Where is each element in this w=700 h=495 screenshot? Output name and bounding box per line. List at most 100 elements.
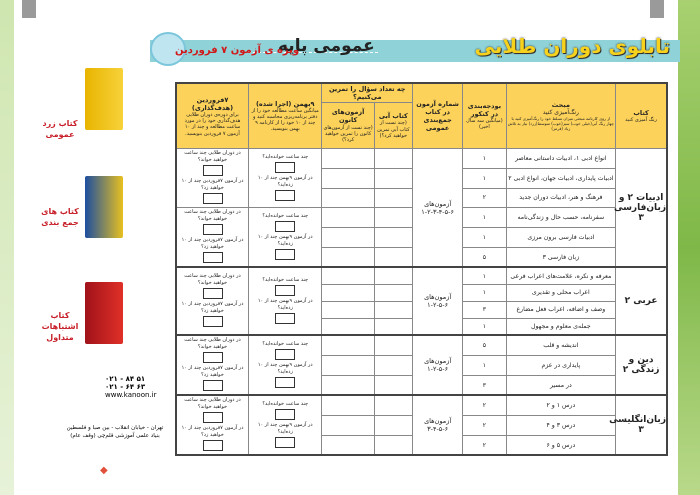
exam-cell: آزمون‌های ۱-۲-۳-۴-۵-۶: [411, 148, 464, 268]
col-bluebook: کتاب آبی (چند تست از کتاب آبی تمرین خواهی…: [373, 102, 413, 150]
bluebook-count-cell[interactable]: [373, 300, 413, 319]
topic-cell[interactable]: وصف و اضافه، اعراب فعل مضارع: [505, 300, 617, 319]
table-row: وصف و اضافه، اعراب فعل مضارع ۳: [176, 300, 667, 319]
mistakes-book-image: [85, 282, 123, 344]
score-input[interactable]: [202, 316, 223, 328]
kanoon-count-cell[interactable]: [321, 317, 375, 336]
topic-cell[interactable]: زبان فارسی ۳: [505, 246, 617, 268]
score-input[interactable]: [275, 313, 296, 324]
divider: [248, 52, 378, 53]
bluebook-count-cell[interactable]: [373, 207, 413, 229]
bluebook-count-cell[interactable]: [373, 434, 413, 456]
bluebook-count-cell[interactable]: [373, 266, 413, 285]
exam-cell: آزمون‌های ۱-۲-۵-۶: [411, 266, 464, 336]
hours-input[interactable]: [275, 221, 296, 232]
budget-cell: ۳: [462, 300, 507, 319]
page-subtitle: عمومی پایه: [278, 36, 375, 56]
score-input[interactable]: [275, 249, 296, 260]
hours-input[interactable]: [275, 409, 296, 420]
kanoon-count-cell[interactable]: [321, 187, 375, 209]
hours-input[interactable]: [202, 288, 223, 300]
budget-cell: ۳: [462, 374, 507, 396]
contact-info: ۰۲۱ - ۸۴ ۵۱ ۰۲۱ - ۶۴ ۶۳ www.kanoon.ir: [55, 375, 185, 399]
kanoon-count-cell[interactable]: [321, 207, 375, 229]
score-input[interactable]: [275, 437, 296, 448]
topic-cell[interactable]: سفرنامه، حسب حال و زندگی‌نامه: [505, 207, 617, 229]
kanoon-count-cell[interactable]: [321, 283, 375, 302]
bluebook-count-cell[interactable]: [373, 394, 413, 416]
bluebook-count-cell[interactable]: [373, 334, 413, 356]
bluebook-count-cell[interactable]: [373, 283, 413, 302]
bahman-input-cell: چند ساعت خوانده‌اید؟ در آزمون ۹بهمن چند ا…: [248, 334, 323, 396]
hours-input[interactable]: [275, 285, 296, 296]
kanoon-count-cell[interactable]: [321, 266, 375, 285]
bluebook-count-cell[interactable]: [373, 414, 413, 436]
bluebook-count-cell[interactable]: [373, 227, 413, 248]
topic-cell[interactable]: درس ۳ و ۴: [505, 414, 617, 436]
topic-cell[interactable]: اندیشه و قلب: [505, 334, 617, 356]
kanoon-count-cell[interactable]: [321, 148, 375, 169]
kanoon-count-cell[interactable]: [321, 374, 375, 396]
topic-cell[interactable]: فرهنگ و هنر، ادبیات دوران جدید: [505, 187, 617, 209]
topic-cell[interactable]: ادبیات فارسی برون مرزی: [505, 227, 617, 248]
bluebook-count-cell[interactable]: [373, 148, 413, 169]
kanoon-count-cell[interactable]: [321, 354, 375, 376]
kanoon-count-cell[interactable]: [321, 167, 375, 189]
topic-cell[interactable]: درس ۱ و ۲: [505, 394, 617, 416]
hours-input[interactable]: [202, 412, 223, 424]
col-bahman: ۹بهمن (اجرا شده) میانگین ساعت مطالعه خود …: [248, 82, 323, 150]
hours-input[interactable]: [275, 349, 296, 360]
clip-icon: [650, 0, 664, 18]
kanoon-count-cell[interactable]: [321, 434, 375, 456]
bluebook-count-cell[interactable]: [373, 354, 413, 376]
topic-cell[interactable]: معرفه و نکره، علامت‌های اعراب فرعی: [505, 266, 617, 285]
budget-cell: ۱: [462, 227, 507, 248]
col-kanoon: آزمون‌های کانون (چند تست از آزمون‌های کان…: [321, 102, 375, 150]
website-link[interactable]: www.kanoon.ir: [105, 391, 157, 399]
score-input[interactable]: [275, 190, 296, 201]
topic-cell[interactable]: پایداری در عزم: [505, 354, 617, 376]
hours-input[interactable]: [202, 352, 223, 364]
kanoon-count-cell[interactable]: [321, 300, 375, 319]
subject-name: دین و زندگی ۲: [615, 334, 668, 396]
score-input[interactable]: [275, 377, 296, 388]
score-input[interactable]: [202, 440, 223, 452]
score-input[interactable]: [202, 252, 223, 264]
bluebook-count-cell[interactable]: [373, 167, 413, 189]
col-farvardin: ۷فروردین (هدف‌گذاری) برای دوره‌ی دوران طل…: [175, 82, 250, 150]
hours-input[interactable]: [202, 224, 223, 236]
book-label: کتاب های جمع بندی: [41, 207, 79, 228]
topic-cell[interactable]: ادبیات پایداری، ادبیات جهان، انواع ادبی …: [505, 167, 617, 189]
budget-cell: ۱: [462, 354, 507, 376]
farvardin-input-cell: در دوران طلایی چند ساعت خواهید خواند؟ در …: [175, 334, 250, 396]
bluebook-count-cell[interactable]: [373, 317, 413, 336]
budget-cell: ۵: [462, 334, 507, 356]
page-title: تابلوی دوران طلایی: [474, 34, 670, 58]
kanoon-count-cell[interactable]: [321, 227, 375, 248]
kanoon-count-cell[interactable]: [321, 334, 375, 356]
bahman-input-cell: چند ساعت خوانده‌اید؟ در آزمون ۹بهمن چند ا…: [248, 207, 323, 268]
bluebook-count-cell[interactable]: [373, 246, 413, 268]
topic-cell[interactable]: درس ۵ و ۶: [505, 434, 617, 456]
title-banner: [150, 40, 680, 62]
budget-cell: ۲: [462, 414, 507, 436]
bluebook-count-cell[interactable]: [373, 374, 413, 396]
topic-cell[interactable]: انواع ادبی ۱، ادبیات داستانی معاصر: [505, 148, 617, 169]
kanoon-count-cell[interactable]: [321, 414, 375, 436]
book-label: کتاب زرد عمومی: [42, 119, 78, 140]
topic-cell[interactable]: اعراب محلی و تقدیری: [505, 283, 617, 302]
farvardin-input-cell: در دوران طلایی چند ساعت خواهید خواند؟ در …: [175, 266, 250, 336]
hours-input[interactable]: [202, 165, 223, 177]
fishbowl-icon: [150, 32, 186, 66]
exam-cell: آزمون‌های ۱-۲-۵-۶: [411, 334, 464, 396]
kanoon-count-cell[interactable]: [321, 246, 375, 268]
hours-input[interactable]: [275, 162, 296, 173]
kanoon-count-cell[interactable]: [321, 394, 375, 416]
bluebook-count-cell[interactable]: [373, 187, 413, 209]
score-input[interactable]: [202, 380, 223, 392]
fish-icon: ◆: [100, 465, 108, 476]
topic-cell[interactable]: در مسیر: [505, 374, 617, 396]
topic-cell[interactable]: جمله‌ی معلوم و مجهول: [505, 317, 617, 336]
score-input[interactable]: [202, 193, 223, 205]
